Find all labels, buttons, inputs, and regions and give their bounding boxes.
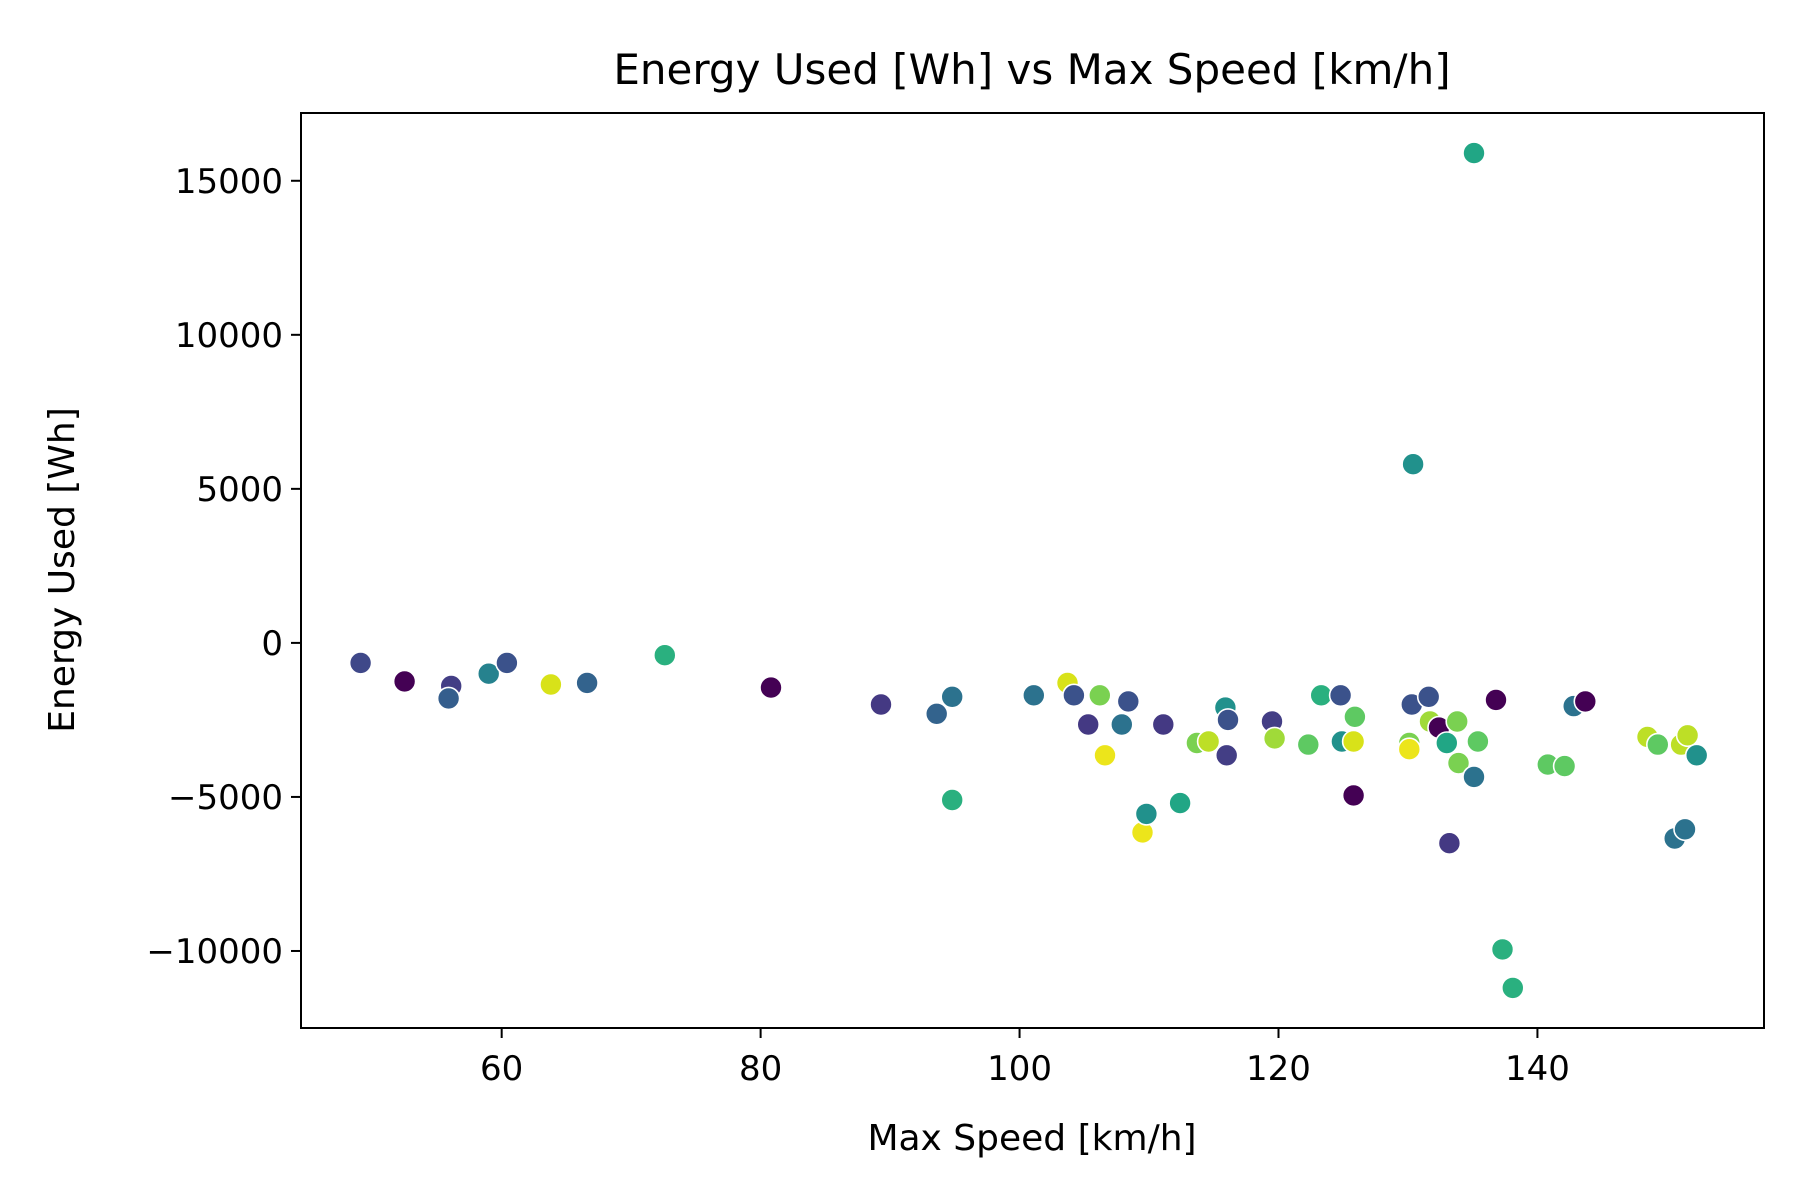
y-tick-label: 15000 xyxy=(175,162,283,202)
data-point xyxy=(1116,689,1141,714)
data-point xyxy=(1462,765,1486,789)
x-tick-label: 140 xyxy=(1505,1049,1570,1089)
data-point xyxy=(1573,689,1598,714)
data-point xyxy=(1168,791,1192,815)
data-points xyxy=(348,141,1709,1000)
data-point xyxy=(1466,729,1490,754)
data-point xyxy=(1134,802,1159,826)
data-point xyxy=(1675,723,1700,748)
y-tick-label: 10000 xyxy=(175,316,283,356)
data-point xyxy=(869,692,893,717)
data-point xyxy=(1328,683,1353,708)
data-point xyxy=(924,701,949,726)
data-point xyxy=(1110,712,1134,737)
data-point xyxy=(1088,683,1112,708)
data-point xyxy=(1446,751,1471,775)
data-point xyxy=(392,669,417,694)
data-point xyxy=(1341,729,1366,754)
data-point xyxy=(436,686,461,711)
data-point xyxy=(940,788,965,812)
data-point xyxy=(1401,452,1425,477)
x-axis-label: Max Speed [km/h] xyxy=(867,1118,1196,1159)
data-point xyxy=(1151,712,1176,737)
data-point xyxy=(1214,743,1239,768)
data-point xyxy=(1435,731,1459,755)
data-point xyxy=(1262,726,1287,751)
data-point xyxy=(1341,783,1366,808)
data-point xyxy=(1490,937,1515,962)
y-tick-label: −5000 xyxy=(168,778,283,818)
y-axis-label: Energy Used [Wh] xyxy=(42,407,83,733)
x-tick-label: 80 xyxy=(739,1049,782,1089)
data-point xyxy=(1216,708,1240,732)
y-axis-ticks: 15000 10000 5000 0 −5000 −10000 xyxy=(146,162,301,972)
data-point xyxy=(1501,976,1525,1000)
data-point xyxy=(652,643,677,668)
x-tick-label: 120 xyxy=(1246,1049,1311,1089)
data-point xyxy=(759,675,783,700)
data-point xyxy=(1673,817,1697,842)
data-point xyxy=(1196,729,1221,754)
chart-title: Energy Used [Wh] vs Max Speed [km/h] xyxy=(613,45,1450,94)
y-tick-label: 5000 xyxy=(196,470,283,510)
y-tick-label: −10000 xyxy=(146,932,283,972)
data-point xyxy=(1552,754,1577,778)
data-point xyxy=(1022,683,1046,708)
data-point xyxy=(1093,743,1117,768)
data-point xyxy=(940,684,965,709)
data-point xyxy=(539,672,563,697)
data-point xyxy=(1296,732,1321,757)
data-point xyxy=(1416,684,1441,709)
data-point xyxy=(476,661,501,686)
data-point xyxy=(1062,683,1086,708)
data-point xyxy=(1646,732,1670,757)
x-axis-ticks: 60 80 100 120 140 xyxy=(480,1028,1570,1089)
data-point xyxy=(1437,831,1462,856)
y-tick-label: 0 xyxy=(261,624,283,664)
x-tick-label: 100 xyxy=(987,1049,1052,1089)
plot-frame xyxy=(300,112,1765,1029)
data-point xyxy=(1484,688,1508,712)
data-point xyxy=(1397,737,1422,762)
data-point xyxy=(1684,743,1709,768)
data-point xyxy=(1462,141,1486,165)
data-point xyxy=(348,651,373,675)
data-point xyxy=(1076,712,1100,737)
data-point xyxy=(495,651,519,675)
data-point xyxy=(575,671,599,695)
x-tick-label: 60 xyxy=(480,1049,523,1089)
data-point xyxy=(1343,704,1367,729)
data-point xyxy=(1445,709,1469,734)
